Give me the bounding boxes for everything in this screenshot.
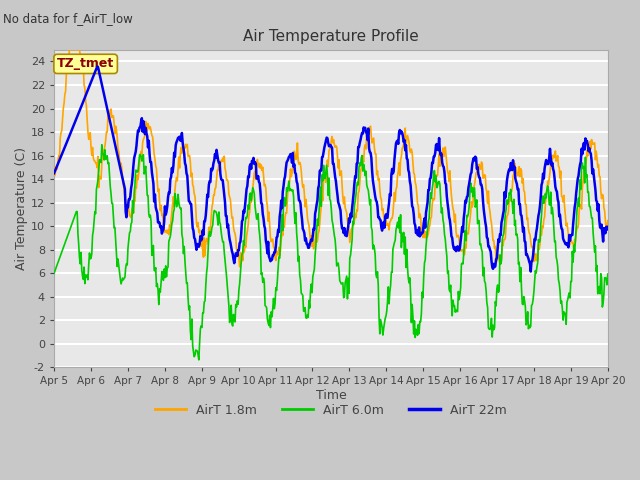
Text: TZ_tmet: TZ_tmet: [57, 58, 115, 71]
X-axis label: Time: Time: [316, 389, 346, 402]
Title: Air Temperature Profile: Air Temperature Profile: [243, 29, 419, 44]
Text: No data for f_AirT_low: No data for f_AirT_low: [3, 12, 133, 25]
Legend: AirT 1.8m, AirT 6.0m, AirT 22m: AirT 1.8m, AirT 6.0m, AirT 22m: [150, 398, 512, 421]
Y-axis label: Air Temperature (C): Air Temperature (C): [15, 147, 28, 270]
